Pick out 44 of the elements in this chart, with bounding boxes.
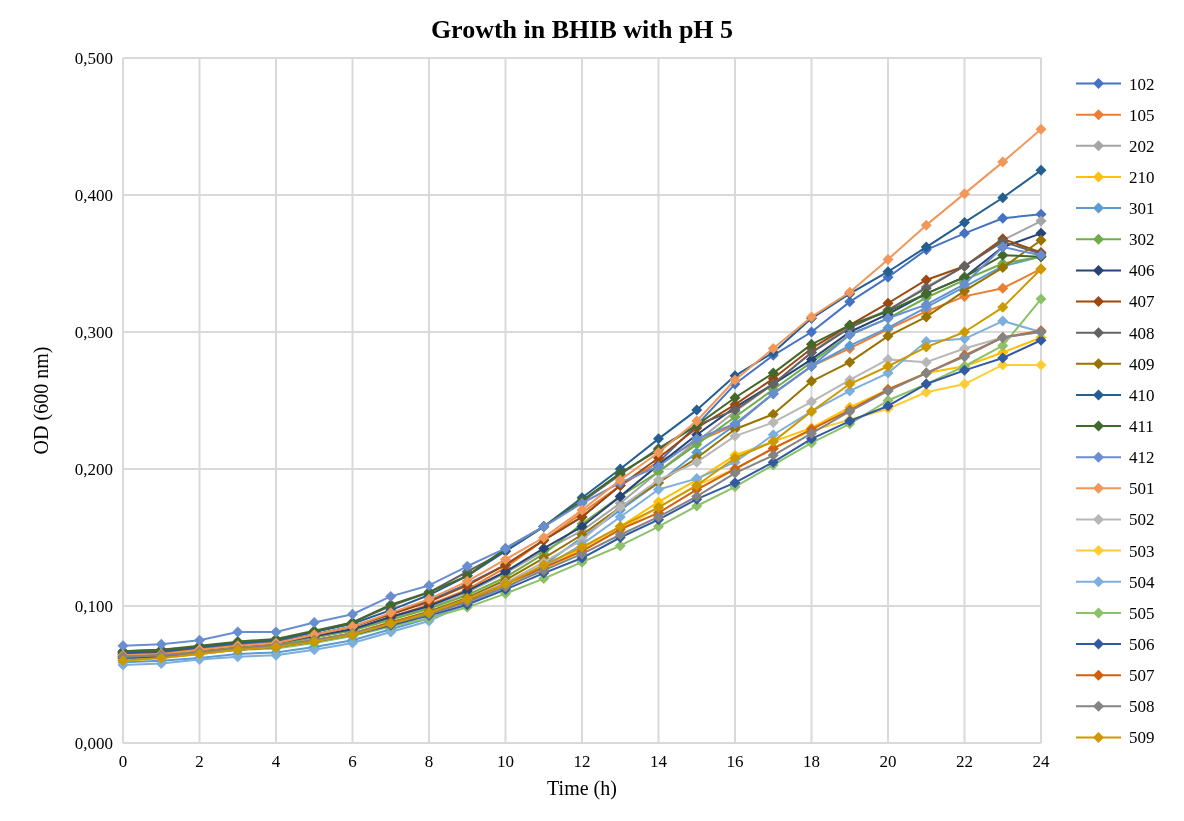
legend-label: 202 — [1129, 136, 1155, 156]
legend-label: 506 — [1129, 634, 1155, 654]
x-tick-label: 22 — [956, 752, 973, 771]
chart-title: Growth in BHIB with pH 5 — [430, 15, 734, 44]
legend-label: 501 — [1129, 479, 1155, 499]
legend-label: 410 — [1129, 385, 1155, 405]
y-tick-label: 0,100 — [74, 596, 113, 616]
legend-label: 411 — [1129, 417, 1154, 437]
legend-label: 502 — [1129, 510, 1155, 530]
legend-label: 508 — [1129, 697, 1155, 717]
x-tick-label: 8 — [424, 752, 434, 771]
y-tick-label: 0,200 — [74, 459, 113, 479]
legend-label: 504 — [1129, 572, 1155, 592]
legend-label: 105 — [1129, 105, 1155, 125]
x-tick-label: 20 — [879, 752, 897, 771]
x-tick-label: 24 — [1032, 752, 1050, 771]
legend-label: 407 — [1129, 292, 1155, 312]
y-tick-label: 0,300 — [74, 322, 113, 342]
x-tick-label: 6 — [348, 752, 357, 771]
legend-label: 301 — [1129, 199, 1155, 219]
legend-label: 507 — [1129, 666, 1155, 686]
legend-label: 406 — [1129, 261, 1155, 281]
legend-label: 412 — [1129, 448, 1155, 468]
x-tick-label: 10 — [497, 752, 514, 771]
x-tick-label: 14 — [650, 752, 668, 771]
legend-label: 102 — [1129, 74, 1155, 94]
y-axis-title: OD (600 nm) — [30, 346, 53, 455]
x-tick-label: 0 — [118, 752, 128, 771]
x-tick-label: 12 — [573, 752, 591, 771]
x-tick-label: 16 — [726, 752, 744, 771]
y-tick-label: 0,500 — [74, 48, 113, 68]
legend-label: 409 — [1129, 354, 1155, 374]
legend-label: 302 — [1129, 230, 1155, 250]
legend-label: 503 — [1129, 541, 1155, 561]
x-tick-label: 18 — [803, 752, 820, 771]
x-axis-title: Time (h) — [547, 777, 617, 800]
legend-label: 505 — [1129, 603, 1155, 623]
y-tick-label: 0,000 — [74, 733, 113, 753]
y-tick-label: 0,400 — [74, 185, 113, 205]
legend-label: 210 — [1129, 167, 1155, 187]
x-tick-label: 4 — [271, 752, 281, 771]
legend-label: 509 — [1129, 728, 1155, 748]
legend-label: 408 — [1129, 323, 1155, 343]
x-tick-label: 2 — [195, 752, 204, 771]
